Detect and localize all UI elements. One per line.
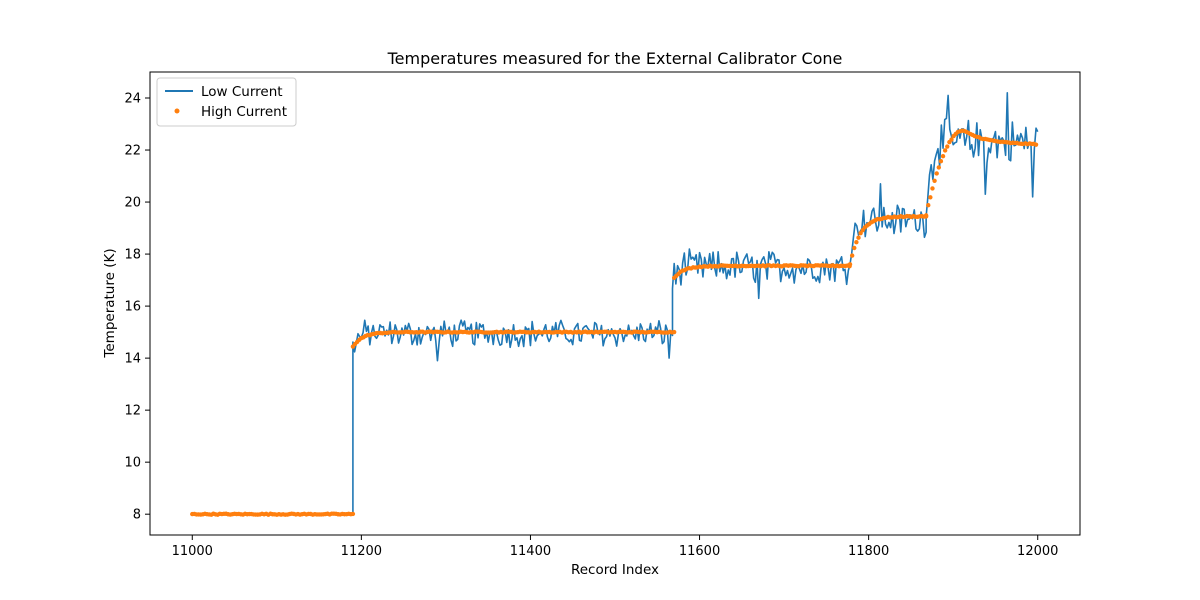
x-tick-label: 11200 xyxy=(341,544,382,559)
y-axis-label: Temperature (K) xyxy=(102,248,118,358)
plot-area xyxy=(190,92,1039,517)
y-tick-label: 10 xyxy=(124,456,141,471)
x-axis-label: Record Index xyxy=(571,562,659,578)
y-tick-label: 24 xyxy=(124,92,141,107)
high-current-point xyxy=(854,240,859,245)
y-axis: 8 10 12 14 16 18 20 22 24 xyxy=(124,92,150,523)
high-current-point xyxy=(932,178,937,183)
high-current-point xyxy=(926,203,931,208)
x-tick-label: 11000 xyxy=(172,544,213,559)
high-current-point xyxy=(923,213,929,218)
y-tick-label: 20 xyxy=(124,196,141,211)
legend-label-low-current: Low Current xyxy=(201,84,283,100)
high-current-point xyxy=(940,154,946,159)
high-current-point xyxy=(945,144,950,149)
x-tick-label: 11600 xyxy=(679,544,720,559)
legend-marker-high-current xyxy=(174,108,180,114)
high-current-point xyxy=(949,137,954,142)
y-tick-label: 16 xyxy=(124,300,141,315)
high-current-point xyxy=(938,159,944,164)
high-current-point xyxy=(852,245,857,251)
high-current-point xyxy=(847,262,853,267)
y-tick-label: 14 xyxy=(124,352,141,367)
high-current-point xyxy=(856,235,861,240)
high-current-point xyxy=(934,171,939,176)
x-tick-label: 11400 xyxy=(510,544,551,559)
x-axis: 11000 11200 11400 11600 11800 12000 xyxy=(172,535,1058,559)
x-tick-label: 12000 xyxy=(1017,544,1058,559)
high-current-point xyxy=(928,195,933,200)
plot-frame xyxy=(149,71,1081,536)
high-current-point xyxy=(936,165,942,170)
high-current-point xyxy=(942,148,948,153)
series-scatter-high-current xyxy=(190,128,1039,517)
y-tick-label: 12 xyxy=(124,404,141,419)
high-current-point xyxy=(350,511,356,517)
y-tick-label: 22 xyxy=(124,144,141,159)
legend: Low Current High Current xyxy=(156,77,297,127)
chart-title: Temperatures measured for the External C… xyxy=(387,49,843,68)
high-current-point xyxy=(930,186,935,191)
high-current-point xyxy=(849,253,855,258)
y-tick-label: 18 xyxy=(124,248,141,263)
x-tick-label: 11800 xyxy=(848,544,889,559)
high-current-point xyxy=(1033,142,1039,147)
y-tick-label: 8 xyxy=(133,508,141,523)
high-current-point xyxy=(671,329,677,335)
legend-label-high-current: High Current xyxy=(201,104,287,120)
